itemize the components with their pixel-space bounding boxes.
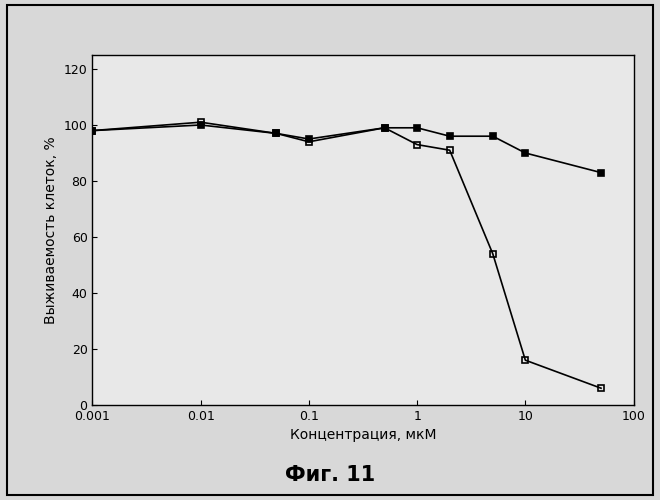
Y-axis label: Выживаемость клеток, %: Выживаемость клеток, % xyxy=(44,136,58,324)
X-axis label: Концентрация, мкМ: Концентрация, мкМ xyxy=(290,428,436,442)
Text: Фиг. 11: Фиг. 11 xyxy=(285,465,375,485)
